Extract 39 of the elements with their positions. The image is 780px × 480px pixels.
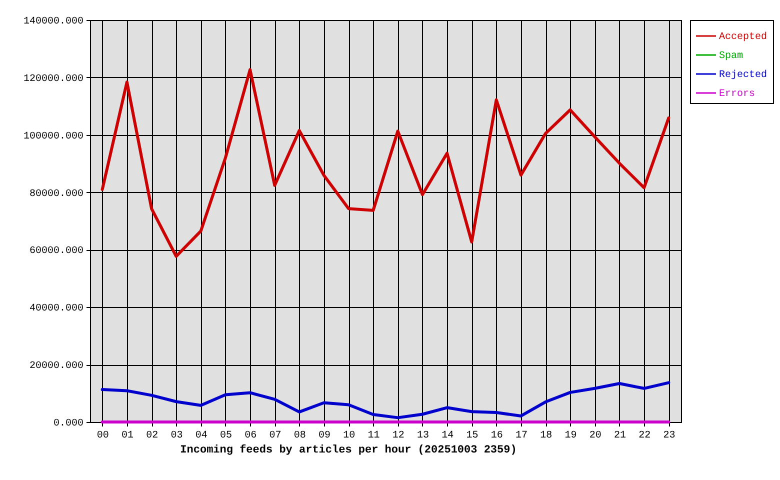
x-tick-label: 23 [663, 430, 676, 442]
x-tick-label: 04 [195, 430, 208, 442]
x-tick-label: 16 [490, 430, 503, 442]
x-tick-label: 08 [294, 430, 306, 442]
legend-label: Accepted [719, 31, 768, 43]
x-tick-label: 18 [540, 430, 552, 442]
x-tick-label: 06 [244, 430, 257, 442]
x-tick-label: 21 [614, 430, 626, 442]
x-tick-label: 01 [121, 430, 134, 442]
legend-label: Rejected [719, 69, 768, 81]
y-tick-label: 80000.000 [29, 188, 84, 200]
line-series [100, 381, 670, 420]
x-tick-label: 20 [589, 430, 602, 442]
y-tick-label: 20000.000 [29, 361, 84, 372]
x-tick-label: 02 [146, 430, 158, 442]
x-tick-label: 14 [442, 430, 454, 442]
x-tick-label: 22 [638, 430, 651, 442]
x-tick-label: 00 [96, 430, 109, 442]
y-tick-label: 40000.000 [29, 304, 84, 315]
y-tick-label: 140000.000 [23, 16, 84, 28]
x-tick-label: 09 [318, 430, 330, 442]
x-axis-title: Incoming feeds by articles per hour (20251003 2359) [180, 444, 517, 456]
x-tick-label: 10 [343, 430, 356, 442]
y-tick-label: 120000.000 [23, 74, 84, 85]
x-tick-label: 17 [515, 430, 528, 442]
y-tick-label: 60000.000 [29, 246, 84, 258]
x-tick-label: 07 [269, 430, 282, 442]
x-tick-label: 13 [416, 430, 429, 442]
y-tick-label: 100000.000 [23, 131, 84, 142]
x-tick-label: 05 [220, 430, 232, 442]
legend-label: Spam [719, 51, 744, 62]
x-tick-label: 15 [466, 430, 478, 442]
line-series [100, 68, 670, 258]
x-tick-label: 03 [170, 430, 183, 442]
y-tick-label: 0.000 [53, 418, 84, 430]
x-tick-label: 11 [368, 430, 380, 442]
legend-label: Errors [719, 89, 756, 100]
x-tick-label: 19 [564, 430, 577, 442]
x-tick-label: 12 [392, 430, 404, 442]
